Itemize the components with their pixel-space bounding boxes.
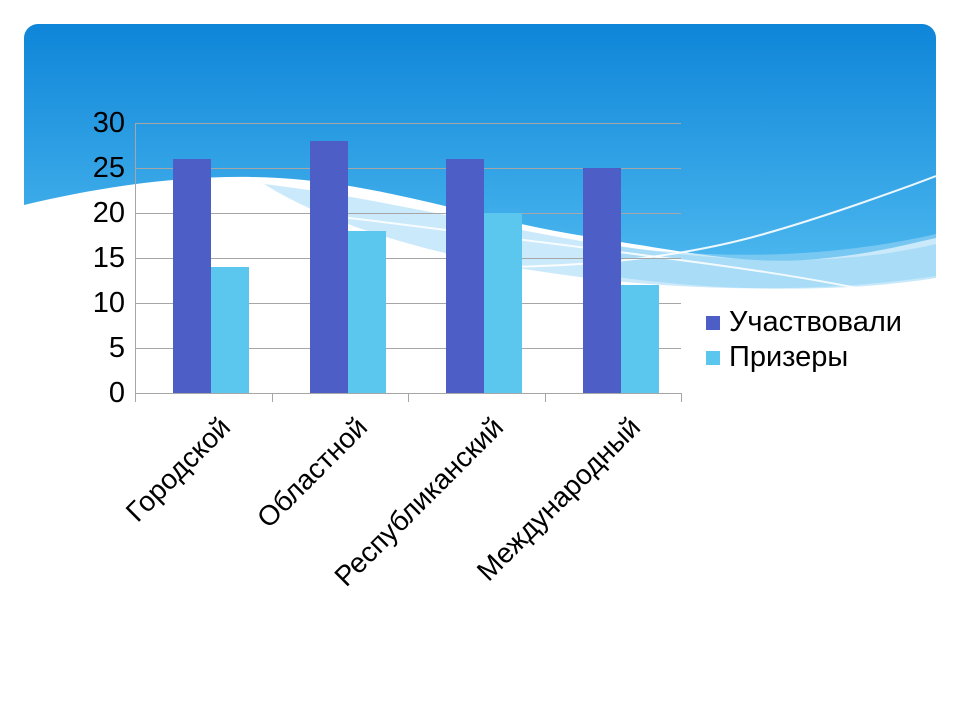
y-tick-label-10: 10 (92, 287, 125, 319)
bar-Призеры-Международный (620, 285, 659, 393)
legend-swatch-prizewinners (706, 350, 720, 365)
x-axis-tick-4 (681, 394, 682, 402)
gridline-y-5 (135, 348, 681, 349)
legend-label-prizewinners: Призеры (729, 341, 849, 373)
plot-area (135, 123, 681, 393)
legend-item-prizewinners: Призеры (706, 340, 902, 375)
wave-overlay-2 (584, 240, 936, 289)
background-waves (24, 24, 936, 307)
bar-Участвовали-Областной (309, 141, 348, 393)
x-axis-line (135, 393, 682, 394)
gridline-y-20 (135, 213, 681, 214)
wave-overlay-1 (264, 184, 936, 289)
gridline-y-15 (135, 258, 681, 259)
y-tick-label-30: 30 (92, 107, 125, 139)
y-tick-label-20: 20 (92, 197, 125, 229)
gridline-y-25 (135, 168, 681, 169)
x-axis-tick-0 (135, 394, 136, 402)
y-tick-label-15: 15 (92, 242, 125, 274)
x-axis-tick-3 (544, 394, 546, 402)
legend-label-participated: Участвовали (729, 306, 902, 338)
x-axis-tick-2 (408, 394, 409, 402)
y-axis-line (135, 123, 136, 401)
bar-Участвовали-Международный (582, 168, 621, 393)
bar-Призеры-Городской (211, 267, 249, 393)
sky-gradient-shape (24, 24, 936, 261)
gridline-y-10 (135, 303, 681, 304)
y-tick-label-5: 5 (108, 332, 125, 364)
bar-Призеры-Республиканский (484, 213, 522, 393)
legend-item-participated: Участвовали (706, 305, 902, 340)
gridline-y-30 (135, 123, 681, 124)
legend-swatch-participated (706, 315, 720, 330)
bar-chart: 0 5 10 15 20 25 30 Городской Областной Республик… (24, 24, 936, 696)
bar-Призеры-Областной (347, 231, 386, 393)
y-tick-label-0: 0 (108, 377, 125, 409)
bar-Участвовали-Республиканский (446, 159, 484, 393)
bar-Участвовали-Городской (173, 159, 211, 393)
x-axis-tick-1 (271, 394, 273, 402)
slide: 0 5 10 15 20 25 30 Городской Областной Республик… (24, 24, 936, 696)
legend: Участвовали Призеры (706, 305, 902, 375)
y-tick-label-25: 25 (92, 152, 125, 184)
